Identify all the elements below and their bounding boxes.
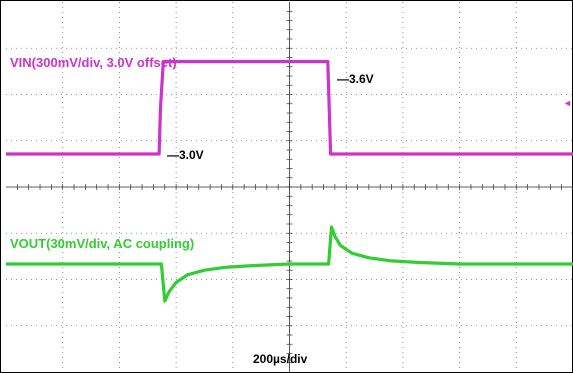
traces — [6, 59, 573, 303]
timebase-label: 200µs/div — [253, 352, 308, 366]
vin-low-level-label: —3.0V — [167, 148, 204, 162]
trigger-marker-icon: ◄ — [563, 98, 572, 108]
vout-trace — [6, 225, 573, 303]
vin-high-level-label: —3.6V — [337, 72, 374, 86]
vout-channel-label: VOUT(30mV/div, AC coupling) — [10, 236, 194, 251]
vin-channel-label: VIN(300mV/div, 3.0V offset) — [10, 55, 177, 70]
vin-trace — [6, 59, 573, 156]
